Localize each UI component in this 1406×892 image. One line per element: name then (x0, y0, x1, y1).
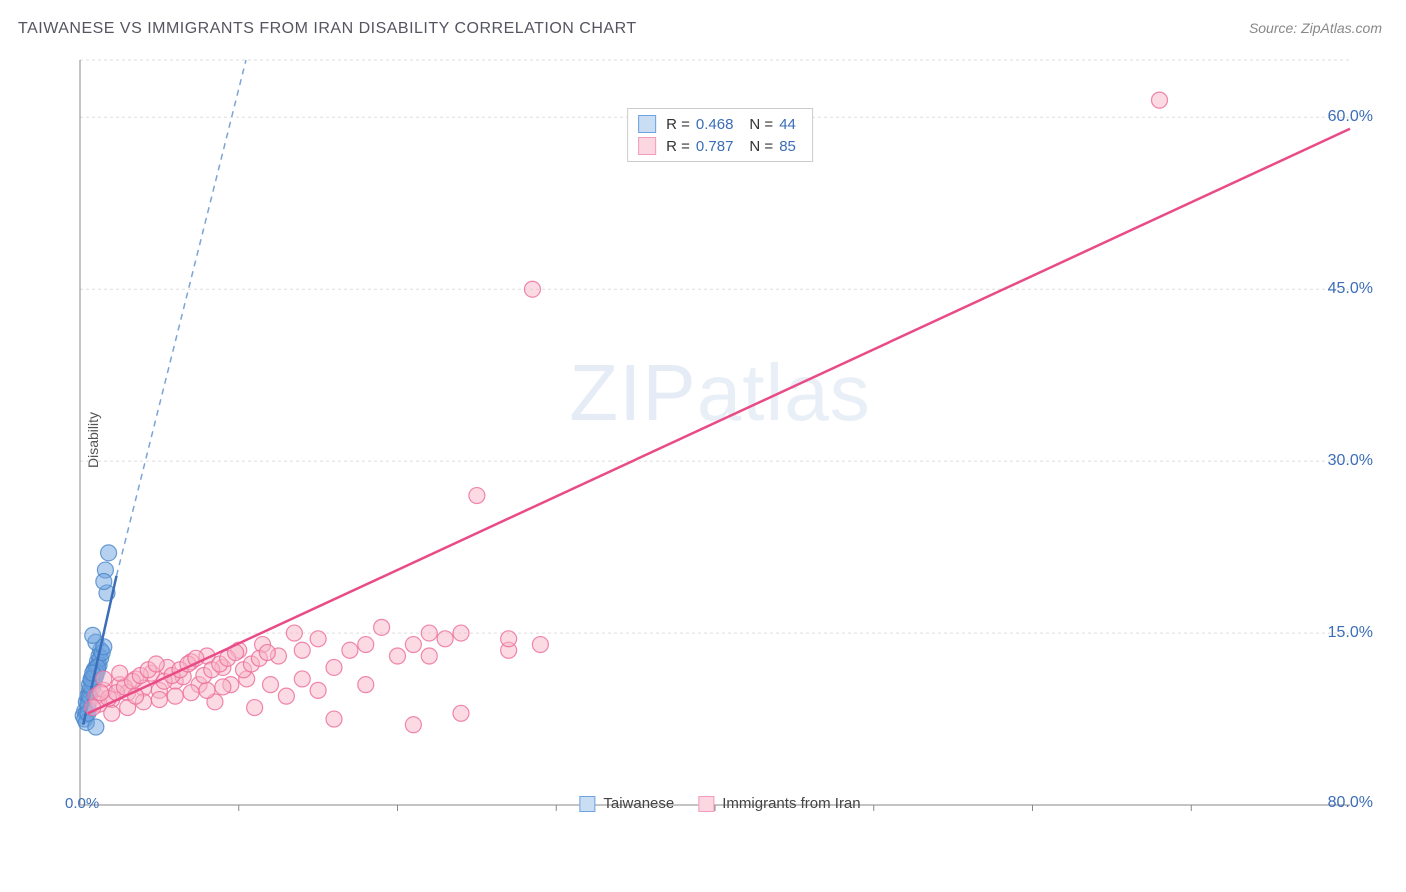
legend-stat-r: R =0.468 (666, 116, 739, 133)
y-tick-label: 30.0% (1328, 452, 1373, 470)
legend-swatch-icon (698, 796, 714, 812)
legend-stats-row: R =0.468 N =44 (638, 113, 802, 135)
x-axis-max-label: 80.0% (1328, 794, 1373, 812)
legend-item: Taiwanese (579, 795, 674, 812)
legend-stat-n: N =85 (749, 138, 801, 155)
legend-stat-r: R =0.787 (666, 138, 739, 155)
chart-svg (55, 50, 1385, 830)
legend-swatch-icon (638, 115, 656, 133)
legend-label: Immigrants from Iran (722, 795, 860, 812)
legend-series: Taiwanese Immigrants from Iran (579, 795, 860, 812)
chart-container: Disability ZIPatlas R =0.468 N =44 R =0.… (55, 50, 1385, 830)
y-tick-label: 15.0% (1328, 624, 1373, 642)
legend-swatch-icon (638, 137, 656, 155)
legend-stats-row: R =0.787 N =85 (638, 135, 802, 157)
legend-label: Taiwanese (603, 795, 674, 812)
legend-swatch-icon (579, 796, 595, 812)
legend-stat-n: N =44 (749, 116, 801, 133)
legend-item: Immigrants from Iran (698, 795, 860, 812)
source-label: Source: ZipAtlas.com (1249, 20, 1382, 36)
x-axis-min-label: 0.0% (65, 795, 99, 812)
chart-title: TAIWANESE VS IMMIGRANTS FROM IRAN DISABI… (18, 20, 637, 38)
legend-stats: R =0.468 N =44 R =0.787 N =85 (627, 108, 813, 162)
y-tick-label: 60.0% (1328, 108, 1373, 126)
y-tick-label: 45.0% (1328, 280, 1373, 298)
